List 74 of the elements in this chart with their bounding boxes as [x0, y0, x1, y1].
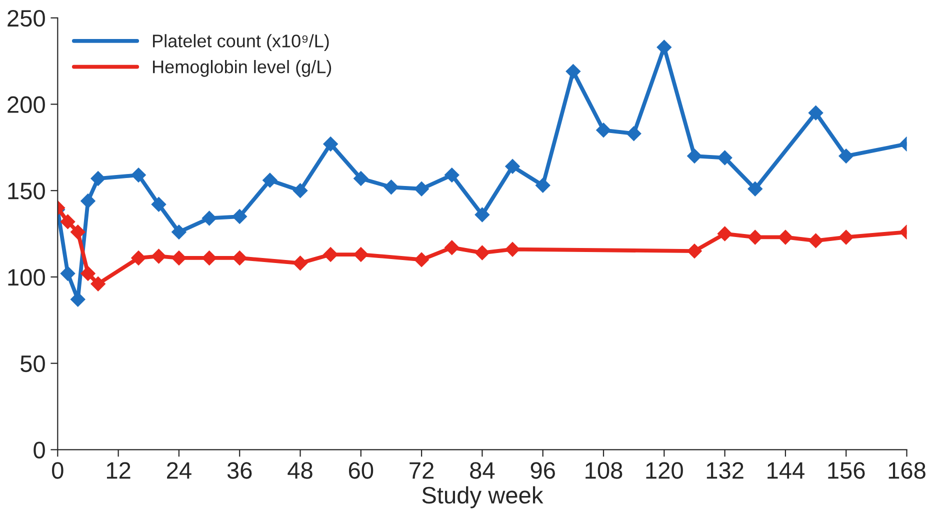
y-tick-label: 100	[8, 269, 45, 286]
point	[748, 181, 763, 196]
point	[323, 136, 338, 152]
x-tick-label: 168	[888, 462, 926, 479]
point	[687, 244, 702, 258]
point	[90, 171, 106, 186]
point	[778, 230, 793, 245]
x-tick-label: 72	[410, 462, 434, 479]
point	[70, 292, 86, 307]
point	[131, 168, 146, 182]
point	[202, 210, 217, 226]
x-tick-label: 0	[52, 462, 64, 479]
point	[262, 172, 278, 188]
x-tick-label: 24	[167, 462, 192, 479]
x-tick-label: 132	[706, 462, 744, 479]
legend-label: Hemoglobin level (g/L)	[153, 60, 332, 77]
point	[596, 122, 611, 138]
point	[232, 250, 248, 266]
x-tick-label: 156	[828, 462, 865, 479]
point	[626, 126, 642, 141]
y-tick-label: 0	[34, 442, 45, 458]
point	[535, 178, 550, 193]
x-tick-label: 84	[470, 462, 495, 479]
point	[656, 40, 672, 55]
legend-label: Platelet count (x10⁹/L)	[153, 34, 329, 51]
point	[80, 266, 96, 281]
point	[292, 256, 308, 271]
y-tick-label: 50	[20, 355, 45, 372]
point	[838, 230, 854, 245]
point	[444, 240, 460, 255]
x-axis-title: Study week	[422, 486, 544, 508]
point	[505, 242, 520, 257]
point	[131, 250, 146, 266]
point	[566, 64, 581, 79]
x-tick-label: 12	[106, 462, 130, 479]
y-tick-label: 200	[8, 96, 45, 114]
point	[80, 194, 96, 208]
x-tick-label: 96	[530, 462, 555, 479]
point	[354, 171, 368, 186]
point	[232, 209, 248, 224]
point	[354, 247, 368, 262]
point	[474, 245, 490, 260]
point	[717, 150, 732, 166]
point	[202, 250, 217, 266]
point	[70, 224, 86, 240]
point	[90, 276, 106, 292]
point	[172, 224, 186, 240]
point	[444, 168, 460, 182]
point	[384, 180, 399, 195]
point	[687, 148, 702, 164]
x-tick-label: 120	[646, 462, 683, 479]
point	[292, 183, 308, 198]
x-tick-label: 48	[288, 462, 312, 479]
y-tick-label: 150	[8, 182, 45, 200]
point	[151, 197, 166, 212]
point	[748, 230, 763, 245]
point	[323, 247, 338, 262]
y-tick-label: 250	[8, 10, 45, 27]
point	[505, 159, 520, 174]
point	[808, 233, 824, 248]
point	[414, 181, 429, 196]
point	[60, 266, 76, 281]
x-tick-label: 60	[348, 462, 374, 479]
point	[808, 105, 824, 120]
point	[151, 248, 166, 264]
point	[838, 148, 854, 164]
point	[60, 214, 76, 230]
x-tick-label: 108	[586, 462, 622, 479]
x-tick-label: 36	[227, 462, 252, 479]
x-tick-label: 144	[768, 462, 804, 479]
point	[172, 250, 186, 266]
point	[474, 207, 490, 222]
point	[717, 226, 732, 242]
point	[414, 252, 429, 268]
